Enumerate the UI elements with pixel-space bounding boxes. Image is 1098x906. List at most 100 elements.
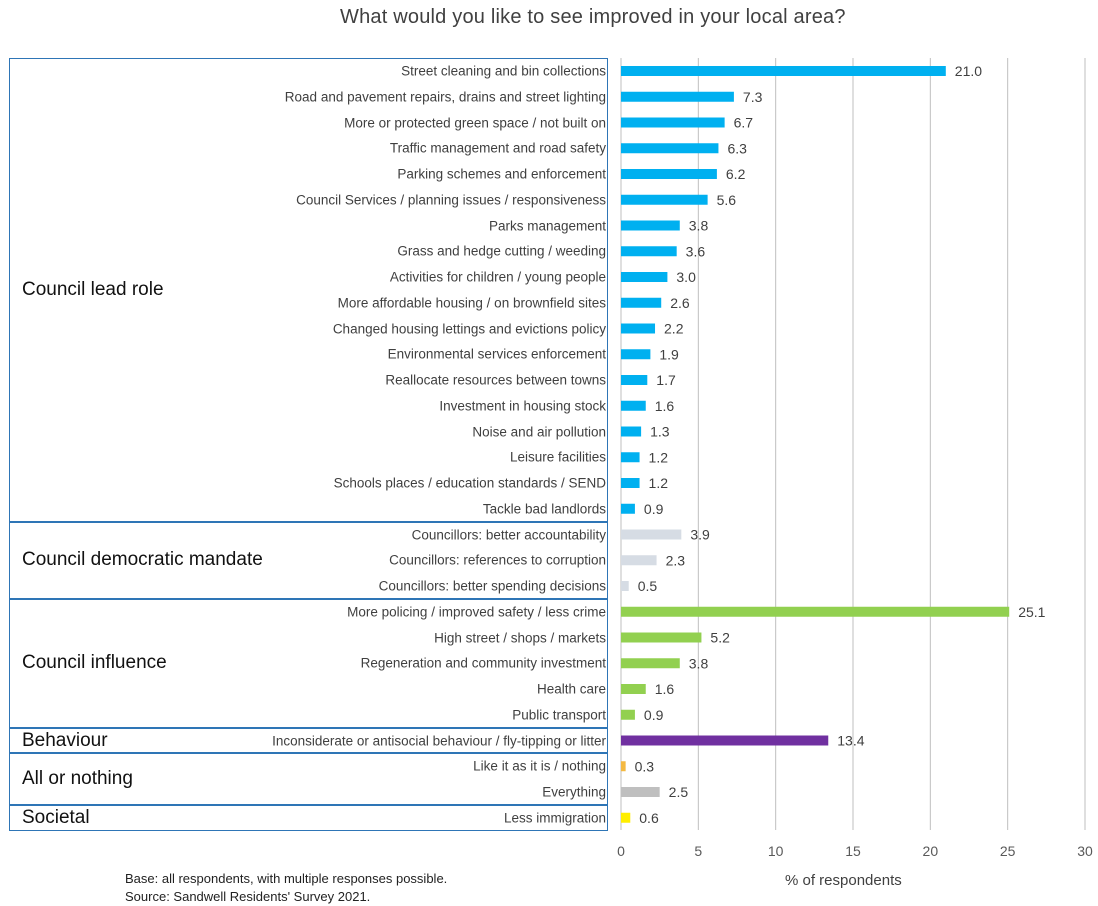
bar (621, 323, 656, 334)
data-label: 3.6 (686, 243, 706, 259)
data-label: 6.3 (727, 140, 747, 156)
data-label: 1.6 (655, 398, 675, 414)
category-label: Leisure facilities (509, 449, 606, 465)
category-label: Grass and hedge cutting / weeding (397, 243, 606, 259)
bar (621, 709, 635, 720)
chart-title: What would you like to see improved in y… (340, 6, 846, 28)
data-label: 5.6 (717, 192, 737, 208)
category-label: Noise and air pollution (472, 424, 606, 439)
category-label: More or protected green space / not buil… (344, 115, 606, 130)
bar (621, 478, 640, 488)
data-label: 1.3 (650, 424, 670, 440)
category-label: Regeneration and community investment (360, 655, 606, 671)
bar (621, 272, 668, 282)
group-label: Council democratic mandate (22, 549, 263, 571)
group-box (9, 804, 608, 831)
bar (621, 735, 829, 746)
data-label: 0.6 (639, 810, 659, 826)
bar (621, 169, 717, 179)
footnote-source: Source: Sandwell Residents' Survey 2021. (125, 889, 371, 904)
bar (621, 220, 680, 231)
data-label: 2.5 (669, 784, 689, 800)
category-label: Like it as it is / nothing (473, 758, 606, 774)
category-label: Investment in housing stock (439, 398, 606, 414)
category-label: Less immigration (503, 810, 606, 826)
bar (621, 375, 648, 385)
category-label: Tackle bad landlords (482, 501, 606, 517)
group-label: All or nothing (22, 768, 133, 790)
category-label: Reallocate resources between towns (385, 372, 606, 388)
bar (621, 761, 626, 772)
group-box (9, 753, 608, 805)
group-label: Council lead role (22, 278, 164, 300)
data-label: 2.3 (666, 552, 686, 568)
data-label: 6.7 (734, 115, 754, 131)
data-label: 0.5 (638, 578, 658, 594)
bar (621, 529, 682, 540)
bar (621, 91, 734, 102)
category-label: More policing / improved safety / less c… (347, 604, 606, 620)
category-label: Parks management (488, 218, 606, 233)
data-label: 1.2 (649, 475, 669, 491)
category-label: Public transport (512, 707, 606, 723)
bar (621, 66, 946, 76)
category-label: Council Services / planning issues / res… (296, 192, 606, 208)
data-label: 3.8 (689, 218, 709, 234)
group-box (9, 521, 608, 599)
data-label: 21.0 (955, 63, 982, 79)
category-label: More affordable housing / on brownfield … (337, 295, 606, 311)
bar (621, 349, 651, 360)
data-label: 2.6 (670, 295, 690, 311)
data-label: 2.2 (664, 321, 684, 337)
category-label: Street cleaning and bin collections (401, 63, 606, 79)
group-box (9, 727, 608, 754)
bar (621, 246, 677, 257)
category-label: Environmental services enforcement (387, 346, 606, 362)
category-label: Activities for children / young people (389, 269, 606, 285)
category-label: Inconsiderate or antisocial behaviour / … (272, 733, 606, 748)
bar (621, 606, 1010, 617)
category-label: Schools places / education standards / S… (333, 475, 606, 491)
data-label: 0.3 (635, 758, 655, 774)
bar (621, 194, 708, 205)
bar (621, 400, 646, 411)
category-label: Everything (542, 784, 606, 800)
x-tick-label: 15 (845, 843, 861, 859)
bar (621, 787, 660, 797)
data-label: 25.1 (1018, 604, 1045, 620)
data-label: 1.9 (659, 346, 679, 362)
category-label: High street / shops / markets (434, 630, 606, 645)
group-label: Council influence (22, 652, 167, 674)
data-label: 6.2 (726, 166, 746, 182)
data-label: 7.3 (743, 89, 763, 105)
bar (621, 555, 657, 566)
data-label: 1.2 (649, 449, 669, 465)
footnote-base: Base: all respondents, with multiple res… (125, 871, 448, 886)
category-label: Changed housing lettings and evictions p… (332, 321, 606, 336)
data-label: 1.7 (656, 372, 676, 388)
bar (621, 143, 719, 154)
data-label: 0.9 (644, 707, 664, 723)
category-label: Councillors: references to corruption (389, 552, 606, 568)
data-label: 1.6 (655, 681, 675, 697)
category-label: Councillors: better spending decisions (378, 578, 606, 594)
group-label: Societal (22, 806, 90, 828)
x-axis-title: % of respondents (785, 872, 902, 889)
x-tick-label: 25 (1000, 843, 1016, 859)
bar (621, 684, 646, 694)
bar (621, 812, 631, 823)
group-box (9, 598, 608, 728)
bar (621, 503, 635, 514)
data-label: 5.2 (710, 630, 730, 646)
data-label: 3.0 (676, 269, 696, 285)
data-label: 3.8 (689, 655, 709, 671)
bar (621, 117, 725, 128)
category-label: Health care (536, 681, 606, 697)
x-tick-label: 30 (1077, 843, 1093, 859)
bar (621, 297, 662, 308)
bar (621, 426, 642, 437)
category-label: Parking schemes and enforcement (397, 166, 606, 182)
data-label: 13.4 (837, 733, 864, 749)
category-label: Councillors: better accountability (411, 527, 606, 542)
